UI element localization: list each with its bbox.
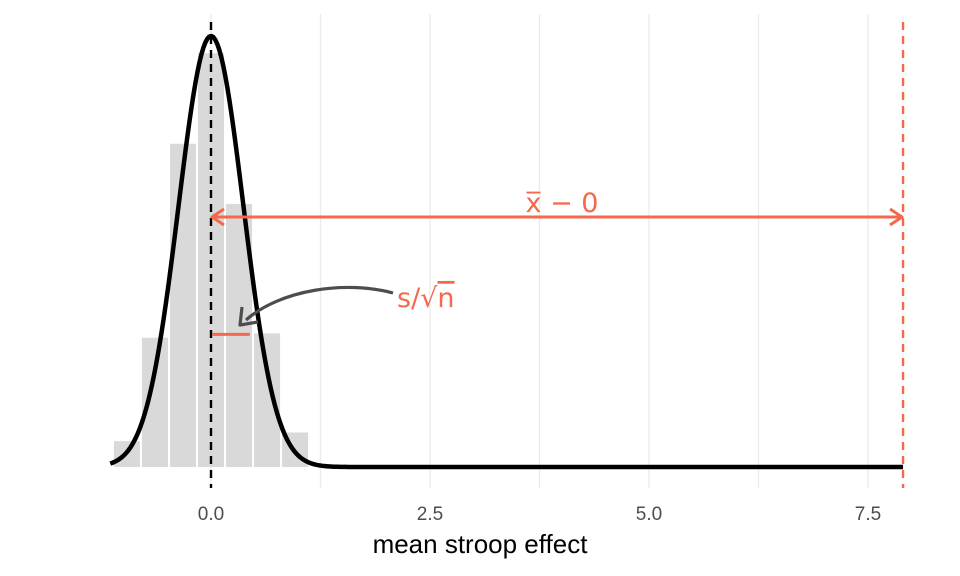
xbar-arrowhead-left [210,207,225,227]
curved-arrowhead [238,306,259,327]
xbar-label: x̅ − 0 [526,188,599,219]
x-tick-label-1: 2.5 [417,504,443,525]
histogram-bar-5 [254,333,281,467]
x-tick-label-2: 5.0 [636,504,662,525]
histogram-bar-2 [169,143,196,467]
reference-lines [209,22,905,488]
xbar-arrowhead-right [889,207,904,227]
x-tick-label-3: 7.5 [855,504,881,525]
annotations: x̅ − 0 s/√n [210,188,904,336]
gridlines [210,14,869,488]
x-axis-ticks: 0.0 2.5 5.0 7.5 [198,504,881,525]
curved-arrow [244,285,394,322]
x-axis-title: mean stroop effect [373,529,589,559]
se-label: s/√n [397,283,455,314]
x-tick-label-0: 0.0 [198,504,224,525]
density-curve-layer [109,33,904,470]
density-curve [109,33,904,470]
